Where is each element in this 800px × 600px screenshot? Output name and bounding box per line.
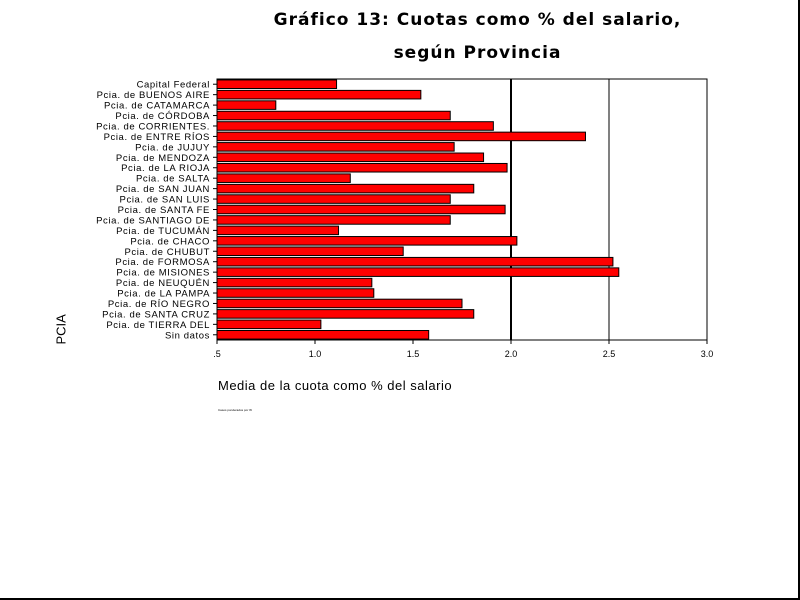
bar — [216, 236, 518, 246]
category-label: Pcia. de LA RIOJA — [121, 163, 210, 174]
category-label: Pcia. de CATAMARCA — [104, 101, 210, 112]
bar — [216, 288, 375, 298]
bar — [216, 194, 451, 204]
bar — [216, 319, 322, 330]
category-label: Pcia. de CÓRDOBA — [115, 111, 210, 122]
bar — [216, 204, 506, 215]
category-label: Pcia. de SANTA FE — [118, 205, 210, 216]
bar — [216, 183, 475, 194]
category-label: Pcia. de BUENOS AIRE — [97, 90, 210, 101]
category-label: Pcia. de TUCUMÁN — [116, 226, 210, 237]
category-label: Pcia. de ENTRE RÍOS — [104, 132, 210, 143]
category-label: Pcia. de SAN JUAN — [116, 184, 210, 195]
bar — [216, 162, 508, 173]
category-label: Pcia. de SANTA CRUZ — [102, 309, 210, 320]
category-label: Pcia. de CHACO — [130, 236, 210, 247]
bar — [216, 225, 340, 236]
bar — [216, 100, 277, 110]
x-tick-label: .5 — [213, 349, 221, 359]
category-label: Pcia. de TIERRA DEL — [106, 320, 210, 331]
x-tick-label: 2.5 — [603, 349, 616, 359]
category-label: Pcia. de SANTIAGO DE — [96, 215, 210, 226]
category-label: Pcia. de JUJUY — [135, 142, 210, 153]
x-tick-label: 1.0 — [309, 349, 322, 359]
category-label: Pcia. de MISIONES — [116, 268, 210, 279]
bar — [216, 246, 404, 257]
bar — [216, 131, 586, 142]
bar — [216, 267, 620, 277]
category-label: Pcia. de NEUQUÉN — [116, 278, 210, 289]
x-axis-label: Media de la cuota como % del salario — [218, 378, 453, 393]
category-label: Pcia. de RÍO NEGRO — [108, 299, 210, 310]
bar — [216, 329, 430, 340]
bar — [216, 152, 485, 163]
bar — [216, 215, 451, 225]
category-label: Sin datos — [165, 330, 210, 341]
x-tick-label: 2.0 — [505, 349, 518, 359]
category-label: Pcia. de SALTA — [136, 174, 210, 185]
bar — [216, 256, 614, 267]
category-label: Pcia. de CORRIENTES. — [96, 121, 210, 132]
bar — [216, 298, 463, 309]
bar — [216, 309, 475, 319]
bar — [216, 142, 455, 152]
category-label: Capital Federal — [137, 80, 210, 91]
category-label: Pcia. de MENDOZA — [116, 153, 210, 164]
footnote: Casos ponderados por W — [218, 408, 253, 412]
x-tick-label: 1.5 — [407, 349, 420, 359]
bar — [216, 110, 451, 121]
x-tick-label: 3.0 — [701, 349, 714, 359]
bar — [216, 173, 351, 183]
category-label: Pcia. de CHUBUT — [124, 247, 210, 258]
category-label: Pcia. de SAN LUIS — [120, 195, 210, 206]
bar — [216, 89, 422, 100]
bottom-border — [0, 598, 800, 600]
bar — [216, 121, 494, 131]
chart-subtitle: según Provincia — [393, 43, 562, 63]
bar — [216, 79, 338, 90]
category-label: Pcia. de LA PAMPA — [117, 289, 210, 300]
category-label: Pcia. de FORMOSA — [115, 257, 210, 268]
bar — [216, 277, 373, 288]
chart-title: Gráfico 13: Cuotas como % del salario, — [273, 10, 682, 30]
right-border — [798, 0, 800, 600]
